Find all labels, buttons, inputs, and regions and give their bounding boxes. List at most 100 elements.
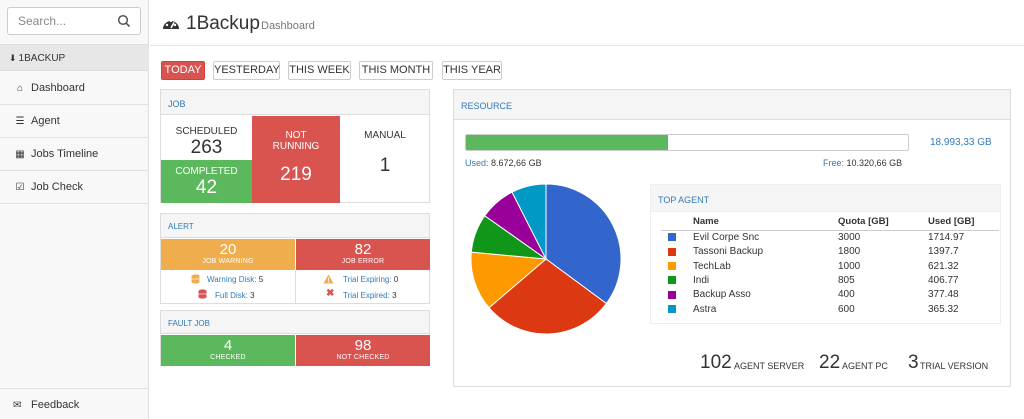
sidebar-item-dashboard[interactable]: ⌂ Dashboard xyxy=(0,72,149,105)
legend-swatch xyxy=(668,276,676,285)
not-checked-label: NOT CHECKED xyxy=(336,354,390,361)
table-row[interactable]: TechLab 1000 621.32 xyxy=(661,259,999,273)
swatch-cell xyxy=(661,303,693,317)
table-row[interactable]: Evil Corpe Snc 3000 1714.97 xyxy=(661,231,999,246)
agent-quota: 400 xyxy=(838,289,855,301)
table-row[interactable]: Backup Asso 400 377.48 xyxy=(661,288,999,302)
page-title: 1Backup xyxy=(186,13,260,34)
warning-triangle-icon xyxy=(323,274,334,284)
agent-used: 1397.7 xyxy=(928,246,959,258)
checked-count: 4 xyxy=(223,337,233,354)
trial-expiring[interactable]: Trial Expiring: 0 xyxy=(343,275,398,284)
alert-panel: ALERT 20 JOB WARNING 82 JOB ERROR Warnin… xyxy=(160,213,430,304)
manual-card[interactable]: MANUAL 1 xyxy=(340,116,430,203)
job-panel: JOB SCHEDULED 263 COMPLETED 42 NOT RUNNI… xyxy=(160,89,430,203)
table-row[interactable]: Astra 600 365.32 xyxy=(661,303,999,317)
agent-quota: 1000 xyxy=(838,260,861,272)
check-square-icon: ☑ xyxy=(15,182,25,193)
not-checked-card[interactable]: 98 NOT CHECKED xyxy=(296,335,430,366)
full-disk[interactable]: Full Disk: 3 xyxy=(215,291,255,300)
not-running-card[interactable]: NOT RUNNING 219 xyxy=(252,116,340,203)
manual-label: MANUAL xyxy=(364,130,406,141)
agent-name: Backup Asso xyxy=(693,289,751,301)
completed-card[interactable]: COMPLETED 42 xyxy=(161,160,252,203)
sidebar-brand-label: 1BACKUP xyxy=(18,53,66,64)
agent-name: Evil Corpe Snc xyxy=(693,232,760,243)
agent-pc-label: AGENT PC xyxy=(842,361,888,371)
search-input[interactable] xyxy=(8,8,108,34)
close-x-icon: ✖ xyxy=(326,288,335,299)
agent-used: 377.48 xyxy=(928,289,959,301)
completed-label: COMPLETED xyxy=(175,166,238,177)
tab-this-year[interactable]: THIS YEAR xyxy=(442,61,502,80)
pie-slice-tassoni-backup[interactable] xyxy=(488,258,608,335)
agent-quota: 600 xyxy=(838,303,855,315)
checked-label: CHECKED xyxy=(210,354,246,361)
storage-used-value: 8.672,66 GB xyxy=(491,158,542,168)
sidebar-item-label: Job Check xyxy=(31,181,83,193)
full-disk-label: Full Disk: xyxy=(215,291,248,300)
sidebar-item-job-check[interactable]: ☑ Job Check xyxy=(0,171,149,204)
pie-slice-techlab[interactable] xyxy=(470,251,548,309)
page-header: 1Backup Dashboard xyxy=(150,0,1024,46)
agent-used: 621.32 xyxy=(928,260,959,272)
legend-swatch xyxy=(668,261,676,270)
sidebar-item-label: Agent xyxy=(31,115,60,127)
table-row[interactable]: Indi 805 406.77 xyxy=(661,274,999,288)
storage-free: Free: 10.320,66 GB xyxy=(823,158,902,168)
sidebar-item-feedback[interactable]: ✉ Feedback xyxy=(0,388,149,419)
tab-yesterday[interactable]: YESTERDAY xyxy=(213,61,280,80)
download-icon: ⬇ xyxy=(9,53,17,63)
swatch-cell xyxy=(661,231,693,246)
top-agent-panel: TOP AGENT Name Quota [GB] Used [GB] Evil… xyxy=(650,184,1001,324)
sidebar-brand[interactable]: ⬇ 1BACKUP xyxy=(0,44,149,71)
column-header-quota: Quota [GB] xyxy=(838,216,928,231)
column-header-name: Name xyxy=(693,216,838,231)
trial-expired[interactable]: Trial Expired: 3 xyxy=(343,291,397,300)
job-panel-title: JOB xyxy=(161,90,429,115)
trial-expiring-label: Trial Expiring: xyxy=(343,275,392,284)
legend-swatch xyxy=(668,233,676,242)
table-row[interactable]: Tassoni Backup 1800 1397.7 xyxy=(661,245,999,259)
sidebar: ⬇1BACKUP ⌂ Dashboard ☰ Agent ▦ Jobs Timelin… xyxy=(0,0,149,419)
storage-free-value: 10.320,66 GB xyxy=(846,158,903,168)
sidebar-item-label: Jobs Timeline xyxy=(31,148,99,160)
agent-used: 406.77 xyxy=(928,274,959,286)
sidebar-item-jobs-timeline[interactable]: ▦ Jobs Timeline xyxy=(0,138,149,171)
sidebar-item-agent[interactable]: ☰ Agent xyxy=(0,105,149,138)
top-agent-title: TOP AGENT xyxy=(651,185,1000,212)
trial-expired-value: 3 xyxy=(392,291,397,300)
alert-panel-title: ALERT xyxy=(161,214,429,238)
swatch-cell xyxy=(661,288,693,302)
warning-disk-value: 5 xyxy=(258,275,264,284)
trial-expired-label: Trial Expired: xyxy=(343,291,390,300)
checked-card[interactable]: 4 CHECKED xyxy=(161,335,295,366)
storage-progress-bar xyxy=(465,134,909,151)
chat-icon: ✉ xyxy=(13,400,22,411)
search-icon[interactable] xyxy=(117,14,131,28)
table-header-row: Name Quota [GB] Used [GB] xyxy=(661,216,999,231)
scheduled-card[interactable]: SCHEDULED 263 xyxy=(161,116,252,160)
not-running-label-1: NOT xyxy=(285,130,307,141)
warning-disk[interactable]: Warning Disk: 5 xyxy=(207,275,263,284)
storage-progress-fill xyxy=(466,135,668,150)
tab-this-month[interactable]: THIS MONTH xyxy=(359,61,433,80)
pie-slice-evil-corpe-snc[interactable] xyxy=(545,183,622,305)
not-running-count: 219 xyxy=(280,164,312,185)
trial-expiring-value: 0 xyxy=(393,275,399,284)
tab-this-week[interactable]: THIS WEEK xyxy=(288,61,351,80)
column-header-used: Used [GB] xyxy=(928,216,999,231)
search-box xyxy=(7,7,141,35)
dashboard-gauge-icon xyxy=(163,19,179,29)
job-error-card[interactable]: 82 JOB ERROR xyxy=(296,239,430,270)
home-icon: ⌂ xyxy=(16,83,24,94)
database-error-icon xyxy=(198,289,207,299)
job-warning-card[interactable]: 20 JOB WARNING xyxy=(161,239,295,270)
tab-today[interactable]: TODAY xyxy=(161,61,205,80)
swatch-cell xyxy=(661,259,693,273)
pie-slice-astra[interactable] xyxy=(511,183,547,260)
agent-server-label: AGENT SERVER xyxy=(734,361,805,371)
agent-usage-pie-chart xyxy=(470,183,622,335)
storage-used: Used: 8.672,66 GB xyxy=(465,158,542,168)
grid-icon: ▦ xyxy=(15,149,25,160)
